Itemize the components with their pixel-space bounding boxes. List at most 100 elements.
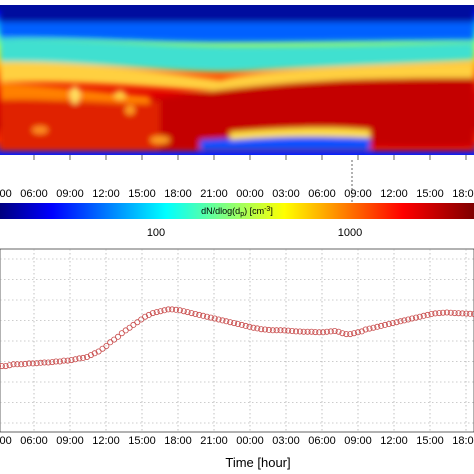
scatter-point [25, 360, 32, 367]
scatter-point [312, 329, 319, 336]
scatter-point [327, 328, 334, 335]
scatter-point [381, 321, 388, 328]
scatter-point [308, 328, 315, 335]
heatmap-x-tick-label: 06:00 [308, 188, 336, 200]
scatter-point [95, 348, 102, 355]
scatter-point [29, 360, 36, 367]
scatter-point [370, 324, 377, 331]
scatter-x-tick-label: 09:00 [344, 435, 372, 447]
scatter-point [227, 319, 234, 326]
heatmap-panel [0, 5, 474, 155]
scatter-point [176, 307, 183, 314]
scatter-point [142, 313, 149, 320]
heatmap-x-tick-label: 15:00 [128, 188, 156, 200]
scatter-x-tick-labels: 03:00 06:00 09:00 12:00 15:00 18:00 21:00 00:00… [0, 435, 474, 447]
scatter-point [285, 327, 292, 334]
scatter-point [316, 329, 323, 336]
scatter-point [246, 323, 253, 330]
scatter-point [188, 310, 195, 317]
scatter-point [401, 317, 408, 324]
scatter-point [451, 310, 458, 317]
scatter-point [68, 357, 75, 364]
scatter-point [289, 327, 296, 334]
scatter-point [91, 350, 98, 357]
scatter-series [0, 306, 474, 370]
scatter-point [64, 357, 71, 364]
colorbar-tick-1000: 1000 [338, 227, 362, 239]
scatter-point [76, 355, 83, 362]
scatter-point [6, 362, 13, 369]
scatter-point [192, 310, 199, 317]
scatter-point [269, 327, 276, 334]
scatter-point [320, 329, 327, 336]
scatter-point [354, 329, 361, 336]
scatter-point [261, 326, 268, 333]
scatter-point [72, 356, 79, 363]
scatter-x-tick-label: 09:00 [56, 435, 84, 447]
scatter-point [126, 324, 133, 331]
scatter-point [335, 328, 342, 335]
scatter-point [432, 310, 439, 317]
scatter-point [111, 336, 118, 343]
scatter-x-tick-label: 06:00 [308, 435, 336, 447]
scatter-point [45, 359, 52, 366]
heatmap-x-tick-label: 00:00 [236, 188, 264, 200]
scatter-point [49, 359, 56, 366]
scatter-point [374, 323, 381, 330]
scatter-point [281, 327, 288, 334]
scatter-point [428, 310, 435, 317]
scatter-point [273, 327, 280, 334]
scatter-point [304, 328, 311, 335]
scatter-point [436, 310, 443, 317]
scatter-point [118, 330, 125, 337]
scatter-point [115, 333, 122, 340]
scatter-point [292, 328, 299, 335]
scatter-point [196, 311, 203, 318]
scatter-point [138, 316, 145, 323]
scatter-point [184, 309, 191, 316]
scatter-x-tick-label: 21:00 [200, 435, 228, 447]
scatter-point [22, 360, 29, 367]
scatter-point [420, 312, 427, 319]
scatter-point [350, 330, 357, 337]
scatter-point [14, 361, 21, 368]
scatter-point [103, 342, 110, 349]
heatmap-x-tick-label: 09:00 [56, 188, 84, 200]
scatter-point [443, 309, 450, 316]
scatter-x-tick-label: 18:00 [164, 435, 192, 447]
scatter-point [455, 310, 462, 317]
scatter-x-tick-label: 12:00 [380, 435, 408, 447]
scatter-point [238, 321, 245, 328]
scatter-point [56, 358, 63, 365]
scatter-point [234, 320, 241, 327]
scatter-point [60, 357, 67, 364]
scatter-point [145, 311, 152, 318]
scatter-point [393, 319, 400, 326]
scatter-x-tick-label: 06:00 [20, 435, 48, 447]
colorbar-gradient [0, 203, 474, 219]
heatmap-x-tick-label: 09:00 [344, 188, 372, 200]
scatter-x-tick-label: 15:00 [128, 435, 156, 447]
heatmap-x-tick-labels: 03:00 06:00 09:00 12:00 15:00 18:00 21:00 00:00… [0, 155, 474, 203]
scatter-point [223, 318, 230, 325]
scatter-point [33, 360, 40, 367]
scatter-point [405, 316, 412, 323]
scatter-point [18, 361, 25, 368]
colorbar-label: dN/dlog(dp) [cm-3] [201, 206, 273, 218]
scatter-point [53, 358, 60, 365]
scatter-point [459, 310, 466, 317]
scatter-point [157, 308, 164, 315]
scatter-point [242, 322, 249, 329]
scatter-grid [0, 249, 474, 432]
scatter-point [296, 328, 303, 335]
scatter-point [416, 313, 423, 320]
scatter-point [0, 363, 1, 369]
heatmap-x-tick-label: 03:00 [272, 188, 300, 200]
colorbar: dN/dlog(dp) [cm-3] 100 1000 [0, 203, 474, 239]
scatter-point [323, 328, 330, 335]
scatter-point [409, 315, 416, 322]
scatter-point [447, 309, 454, 316]
scatter-point [231, 320, 238, 327]
scatter-point [87, 352, 94, 359]
